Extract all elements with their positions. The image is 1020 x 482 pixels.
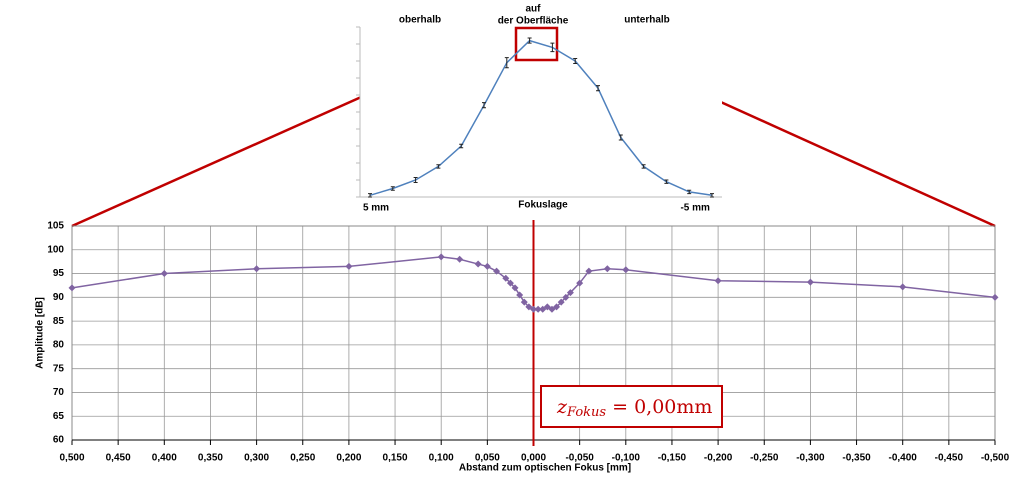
error-bar — [687, 189, 692, 195]
region-label: unterhalb — [624, 15, 670, 26]
marker — [506, 279, 514, 287]
error-bar — [504, 57, 509, 69]
region-label: auf — [526, 4, 542, 15]
x-tick-label: -0,300 — [796, 453, 825, 464]
region-label: oberhalb — [399, 15, 441, 26]
marker — [68, 284, 76, 292]
marker — [557, 298, 565, 306]
x-axis-title: Abstand zum optischen Fokus [mm] — [459, 463, 631, 474]
x-tick-label: -0,450 — [935, 453, 964, 464]
y-tick-label: 60 — [53, 435, 65, 446]
marker — [534, 305, 542, 313]
error-bar — [618, 134, 623, 141]
x-tick-label: 0,350 — [198, 453, 223, 464]
marker — [714, 277, 722, 285]
x-tick-label: 0,150 — [383, 453, 408, 464]
marker — [585, 267, 593, 275]
region-label: der Oberfläche — [498, 16, 569, 27]
x-tick-label: 0,500 — [59, 453, 84, 464]
marker — [899, 283, 907, 291]
x-tick-label: -0,200 — [704, 453, 733, 464]
x-tick-label: -0,250 — [750, 453, 779, 464]
x-tick-label: 0,300 — [244, 453, 269, 464]
marker — [553, 303, 561, 311]
error-bar — [641, 164, 646, 169]
marker — [576, 279, 584, 287]
x-tick-label: 0,250 — [290, 453, 315, 464]
marker — [456, 255, 464, 263]
error-bar — [368, 193, 372, 198]
annotation-box — [540, 385, 723, 428]
y-tick-label: 70 — [53, 387, 65, 398]
marker — [530, 305, 537, 313]
marker — [511, 284, 519, 292]
x-tick-label: 0,100 — [429, 453, 454, 464]
x-tick-label: -0,500 — [981, 453, 1010, 464]
series-line — [369, 39, 713, 197]
annotation-part: = 0,00mm — [606, 396, 712, 418]
y-tick-label: 80 — [53, 340, 65, 351]
x-tick-label: -0,350 — [842, 453, 871, 464]
y-tick-label: 100 — [47, 244, 64, 255]
x-tick-label: -0,150 — [658, 453, 687, 464]
y-tick-label: 90 — [53, 292, 65, 303]
marker — [493, 267, 501, 275]
marker — [520, 298, 528, 306]
error-bar — [527, 37, 532, 44]
x-tick-label: 0,400 — [152, 453, 177, 464]
error-bar — [710, 193, 714, 198]
annotation-part: Fokus — [566, 405, 606, 420]
y-tick-label: 95 — [53, 268, 65, 279]
marker — [474, 260, 482, 268]
annotation-part: z — [556, 396, 568, 418]
y-tick-label: 85 — [53, 316, 65, 327]
annotation: zFokus = 0,00mm — [556, 396, 712, 420]
error-bar — [550, 42, 555, 53]
zoom-box — [514, 26, 559, 62]
y-axis-title: Amplitude [dB] — [35, 297, 46, 369]
x-tick-label: 0,200 — [336, 453, 361, 464]
x-tick-label: 0,450 — [106, 453, 131, 464]
error-bar — [390, 186, 395, 191]
marker — [160, 270, 168, 278]
x-tick-label: -0,100 — [612, 453, 641, 464]
inset-background — [360, 27, 722, 197]
x-tick-label: -0,400 — [889, 453, 918, 464]
y-tick-label: 75 — [53, 363, 65, 374]
error-bar — [664, 179, 669, 184]
x-tick-label: 5 mm — [363, 203, 389, 214]
y-tick-label: 65 — [53, 411, 65, 422]
marker — [502, 274, 510, 282]
x-tick-label: 0,050 — [475, 453, 500, 464]
marker — [345, 262, 353, 270]
error-bar — [413, 176, 418, 184]
x-tick-label: -0,050 — [565, 453, 594, 464]
marker — [622, 266, 630, 274]
marker — [603, 265, 611, 273]
x-tick-label: -5 mm — [680, 203, 710, 214]
marker — [516, 291, 524, 299]
marker — [437, 253, 445, 261]
error-bar — [436, 164, 441, 169]
marker — [806, 278, 814, 286]
marker — [253, 265, 261, 273]
error-bar — [482, 102, 486, 109]
error-bar — [459, 143, 464, 149]
marker — [483, 262, 491, 270]
marker — [562, 293, 570, 301]
marker — [566, 289, 574, 297]
y-tick-label: 105 — [47, 221, 64, 232]
marker — [991, 293, 999, 301]
x-tick-label: 0,000 — [521, 453, 546, 464]
x-axis-title: Fokuslage — [518, 200, 568, 211]
error-bar — [573, 57, 578, 65]
error-bar — [596, 85, 600, 92]
